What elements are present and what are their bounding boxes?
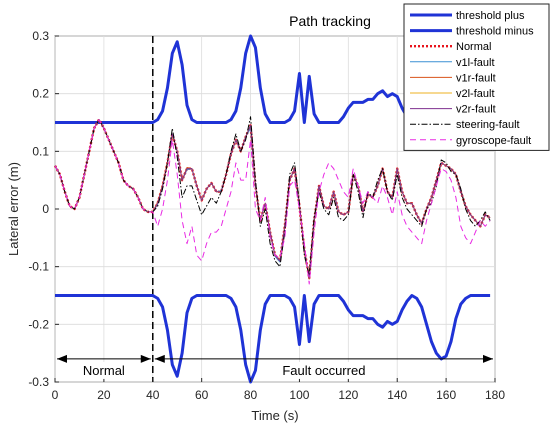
x-tick-label-4: 80: [244, 388, 258, 402]
y-tick-label-3: 0: [42, 202, 49, 216]
series-layer: [53, 34, 491, 384]
annotation-arrowhead-right-1: [483, 354, 493, 363]
chart-title: Path tracking: [289, 13, 371, 29]
legend-label-6: v2r-fault: [456, 104, 496, 116]
series-threshold-minus: [55, 294, 491, 384]
legend-label-1: threshold minus: [456, 26, 534, 38]
annotation-label-0: Normal: [83, 363, 125, 378]
legend-label-5: v2l-fault: [456, 88, 495, 100]
legend-label-2: Normal: [456, 41, 491, 53]
x-tick-label-6: 120: [338, 388, 358, 402]
annotation-label-bg-0: [79, 361, 128, 379]
annotation-arrowhead-left-0: [57, 354, 67, 363]
series-steering-fault: [54, 116, 491, 276]
legend-label-7: steering-fault: [456, 119, 520, 131]
legend-label-0: threshold plus: [456, 10, 525, 22]
legend-label-3: v1l-fault: [456, 57, 495, 69]
legend-label-4: v1r-fault: [456, 72, 496, 84]
x-tick-label-9: 180: [485, 388, 505, 402]
y-tick-label-5: 0.2: [32, 87, 49, 101]
annotation-label-1: Fault occurred: [282, 363, 365, 378]
x-tick-label-3: 60: [195, 388, 209, 402]
legend-label-8: gyroscope-fault: [456, 135, 531, 147]
x-tick-label-5: 100: [289, 388, 309, 402]
annotation-arrowhead-right-0: [140, 354, 151, 363]
x-tick-label-7: 140: [387, 388, 407, 402]
annotation-label-bg-1: [279, 361, 369, 379]
x-tick-label-8: 160: [436, 388, 456, 402]
x-tick-label-0: 0: [52, 388, 59, 402]
axis-ticks: 0 20 40 60 80 100 120 140 160 180 -0.3 -0.2 -0.1 0 0.1…: [28, 29, 505, 402]
y-tick-label-0: -0.3: [28, 375, 49, 389]
annotations: Normal Fault occurred: [57, 354, 493, 379]
y-tick-label-6: 0.3: [32, 29, 49, 43]
legend: threshold plus threshold minus Normal v1l-f…: [403, 3, 550, 151]
x-tick-label-1: 20: [97, 388, 111, 402]
x-tick-label-2: 40: [146, 388, 160, 402]
series-gyroscope-fault: [54, 119, 491, 285]
y-tick-label-1: -0.2: [28, 317, 49, 331]
x-axis-label: Time (s): [251, 408, 298, 423]
y-tick-label-4: 0.1: [32, 144, 49, 158]
annotation-arrowhead-left-1: [154, 354, 165, 363]
y-axis-label: Lateral error (m): [6, 162, 21, 256]
y-tick-label-2: -0.1: [28, 260, 49, 274]
